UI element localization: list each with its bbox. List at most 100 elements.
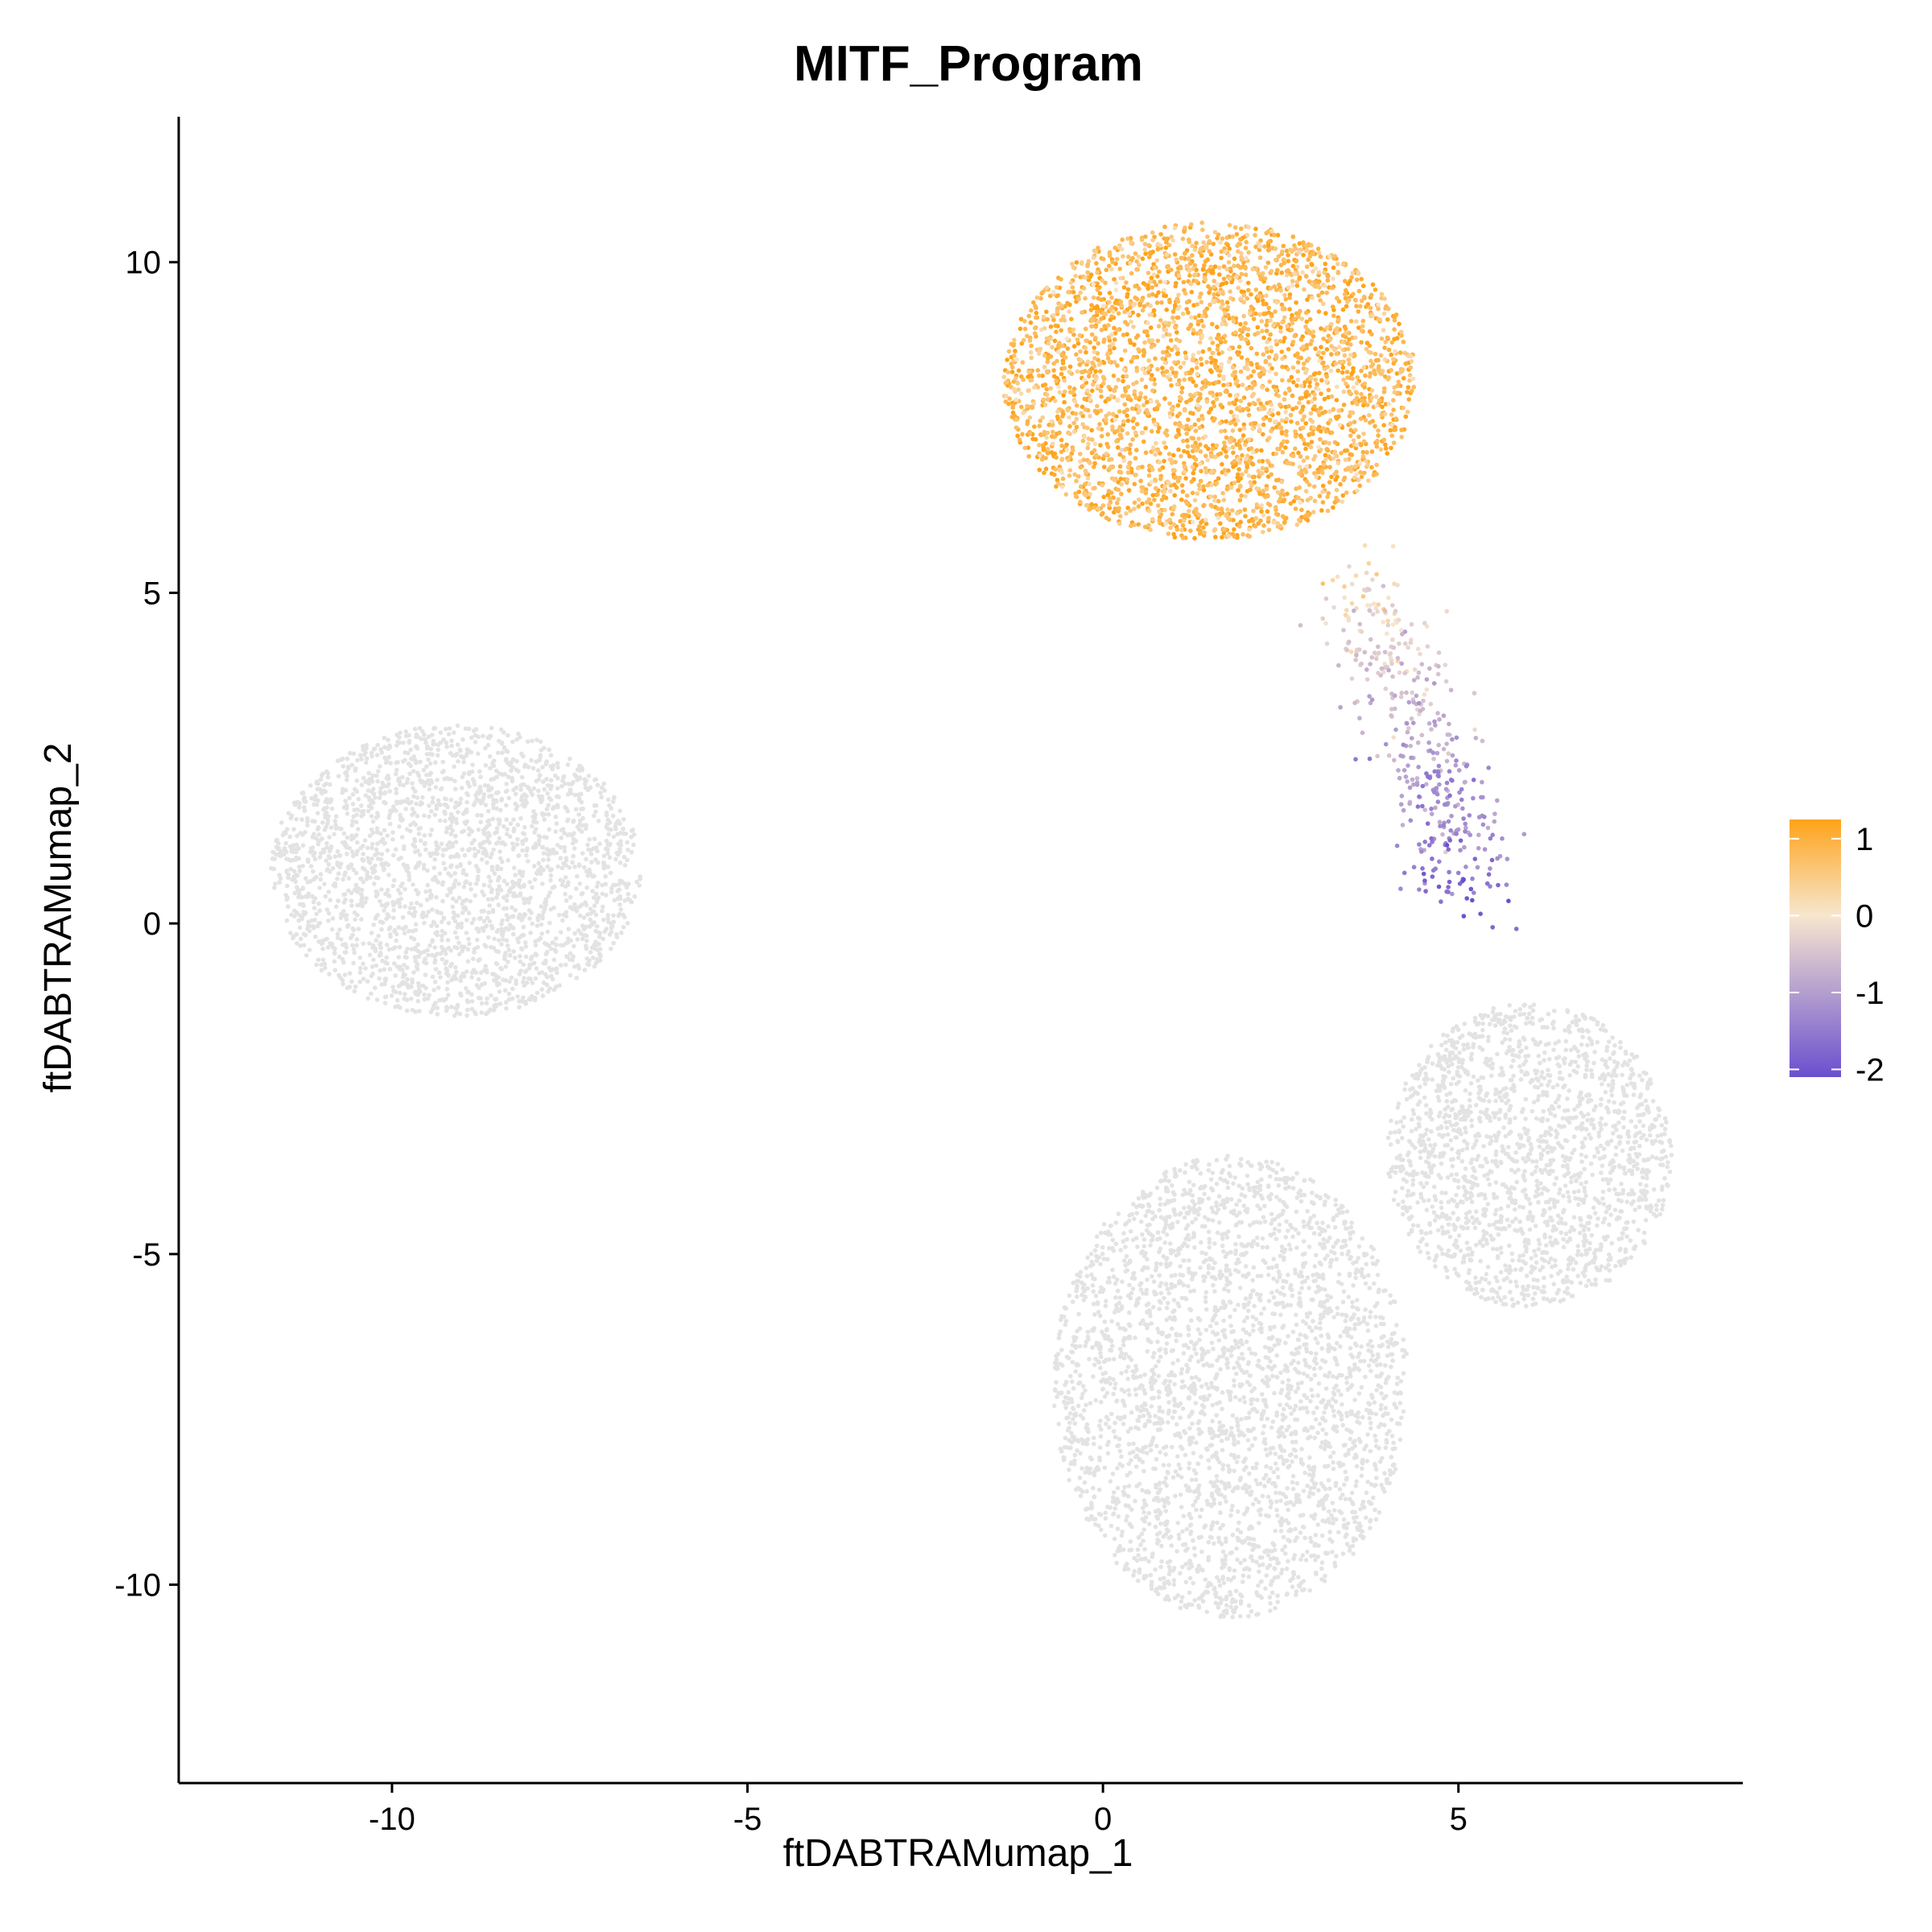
grey-point [426,734,431,739]
grey-point [464,998,470,1003]
grey-point [392,961,397,966]
grey-point [1234,1202,1239,1208]
grey-point [1261,1562,1265,1567]
grey-point [332,854,338,859]
grey-point [366,859,372,865]
grey-point [1390,1447,1395,1451]
grey-point [503,789,509,795]
grey-point [390,883,396,889]
grey-point [1348,1236,1353,1241]
grey-point [1104,1390,1110,1396]
grey-point [577,775,582,780]
grey-point [497,836,502,841]
grey-point [514,978,518,983]
grey-point [1132,1555,1137,1561]
grey-point [375,742,381,748]
grey-point [1174,1338,1179,1344]
grey-point [579,799,584,805]
grey-point [363,966,368,971]
grey-point [1379,1335,1384,1340]
grey-point [1133,1464,1139,1469]
grey-point [338,861,344,866]
grey-point [475,944,481,950]
grey-point [1093,1397,1098,1403]
grey-point [499,798,504,803]
grey-point [1097,1445,1103,1450]
grey-point [1092,1441,1096,1447]
grey-point [1149,1404,1154,1409]
grey-point [1199,1346,1204,1352]
grey-point [464,918,469,923]
grey-point [305,819,310,824]
grey-point [373,852,378,857]
grey-point [484,853,489,858]
grey-point [446,920,452,926]
grey-point [1373,1507,1377,1513]
grey-point [302,943,307,947]
grey-point [1070,1360,1075,1364]
grey-point [493,1004,499,1009]
grey-point [1157,1307,1162,1311]
grey-point [1302,1224,1307,1229]
grey-point [1348,1224,1354,1230]
grey-point [325,818,331,823]
grey-point [1298,1406,1302,1411]
grey-point [1203,1290,1209,1295]
grey-point [1225,1154,1230,1158]
grey-point [524,848,530,853]
grey-point [571,836,576,842]
grey-point [568,894,573,900]
grey-point [1352,1322,1357,1327]
grey-point [332,832,336,836]
grey-point [1088,1455,1093,1460]
grey-point [537,758,542,762]
grey-point [609,929,614,935]
grey-point [588,785,593,791]
grey-point [318,877,324,882]
grey-point [452,730,456,735]
grey-point [1307,1494,1311,1499]
grey-point [1251,1537,1257,1542]
grey-point [539,987,544,992]
grey-point [1353,1484,1359,1488]
grey-point [468,898,473,904]
grey-point [593,777,599,782]
grey-point [1261,1423,1267,1429]
grey-point [440,938,444,943]
grey-point [1171,1397,1177,1402]
grey-point [286,904,291,909]
grey-point [398,1005,402,1010]
grey-point [1327,1264,1333,1269]
grey-point [344,917,349,922]
grey-point [315,811,320,815]
grey-point [511,817,516,822]
grey-point [361,865,365,871]
grey-point [435,923,440,929]
grey-point [1121,1326,1126,1331]
grey-point [421,866,427,871]
grey-point [419,780,424,785]
grey-point [349,762,355,768]
grey-point [1203,1577,1208,1582]
grey-point [1096,1423,1102,1429]
grey-point [401,980,406,986]
grey-point [1158,1521,1163,1526]
grey-point [359,809,364,814]
grey-point [403,924,408,930]
grey-point [617,821,622,826]
grey-point [1083,1344,1088,1348]
grey-point [1113,1553,1117,1558]
grey-point [1306,1435,1311,1441]
grey-point [440,898,445,904]
grey-point [521,932,526,938]
grey-point [1146,1203,1152,1208]
grey-point [490,761,495,766]
grey-point [523,1001,528,1006]
grey-point [1132,1569,1137,1574]
grey-point [527,880,532,885]
grey-point [364,756,369,761]
grey-point [391,989,396,993]
grey-point [1379,1391,1384,1396]
grey-point [1184,1604,1189,1610]
grey-point [1222,1327,1227,1333]
